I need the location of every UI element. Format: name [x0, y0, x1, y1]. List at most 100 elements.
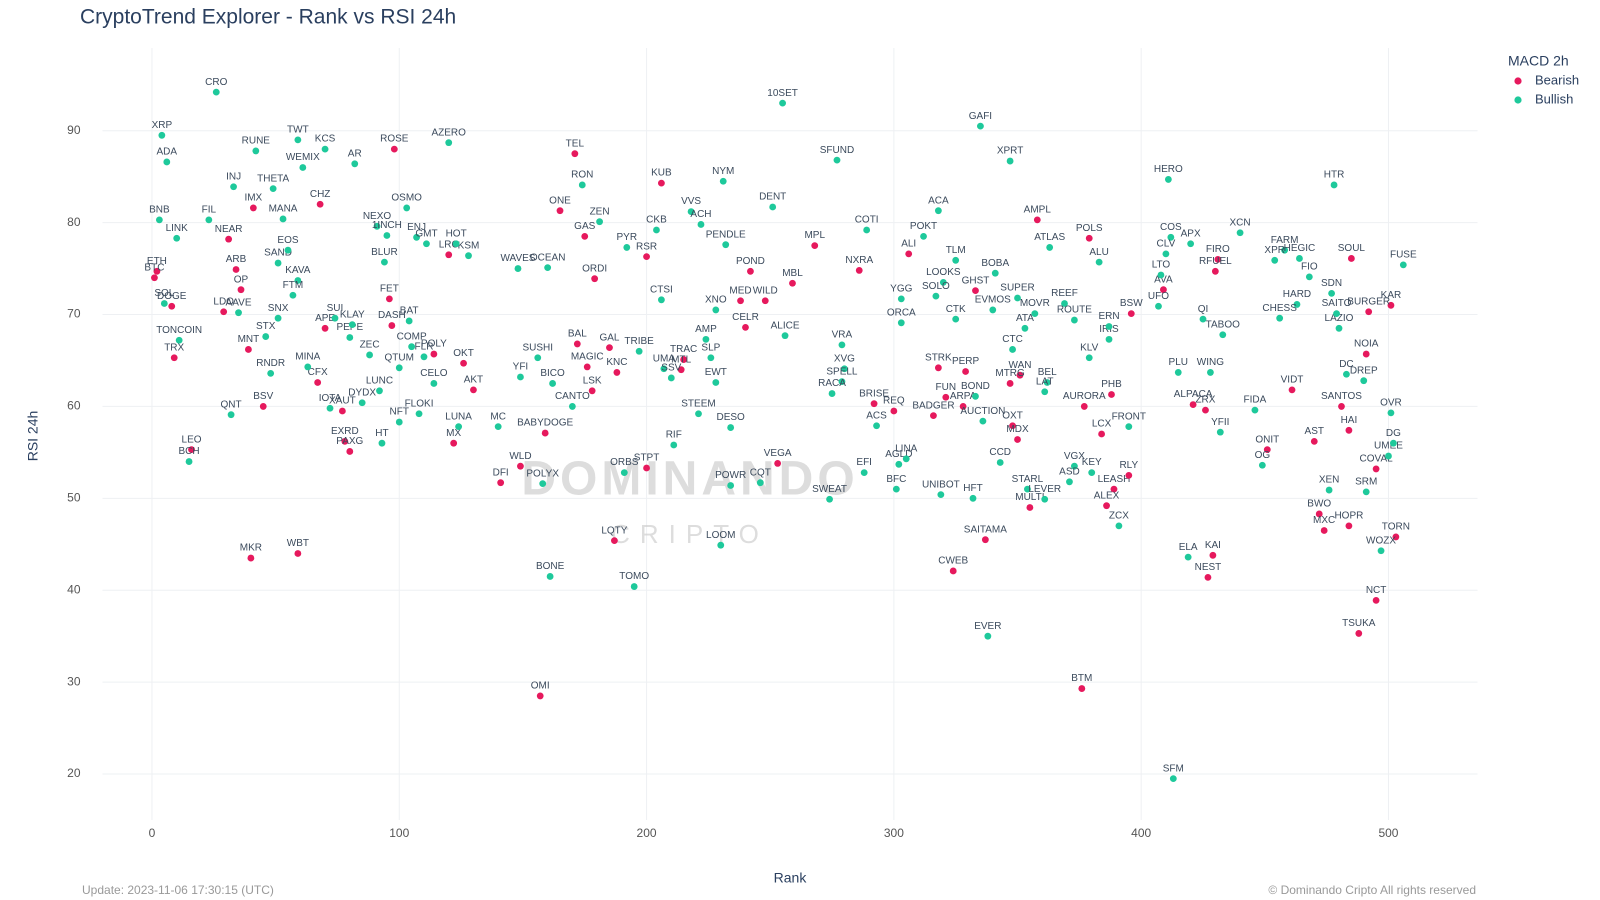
- point: [737, 297, 744, 305]
- point-label: MBL: [782, 268, 803, 279]
- point-label: RACA: [818, 378, 846, 389]
- point-label: CRO: [205, 77, 227, 88]
- point-label: KNC: [606, 357, 627, 368]
- point-label: FUN: [936, 382, 957, 393]
- point-label: DFI: [493, 467, 509, 478]
- point: [351, 160, 359, 168]
- point: [1288, 386, 1296, 394]
- point: [517, 373, 524, 381]
- point: [366, 351, 373, 359]
- point: [262, 333, 270, 340]
- point: [1085, 354, 1093, 362]
- point: [536, 692, 544, 700]
- point-label: XCN: [1230, 217, 1251, 228]
- point-label: OP: [234, 274, 249, 285]
- point: [722, 241, 730, 249]
- point-label: TOMO: [619, 571, 649, 582]
- point-label: STEEM: [681, 398, 715, 409]
- point-label: YFI: [513, 362, 529, 373]
- point-label: BRISE: [859, 388, 889, 399]
- point: [1098, 430, 1106, 438]
- point-label: SRM: [1355, 477, 1377, 488]
- point: [952, 256, 960, 264]
- point: [395, 418, 403, 426]
- point-label: WILD: [753, 285, 778, 296]
- point: [920, 233, 927, 240]
- point: [235, 309, 242, 317]
- point-label: ORCA: [887, 307, 916, 318]
- y-tick-label: 80: [67, 215, 81, 229]
- point-label: MAGIC: [571, 352, 604, 363]
- point-label: SFM: [1163, 763, 1184, 774]
- point-label: ETH: [147, 256, 167, 267]
- point: [413, 233, 420, 241]
- point-label: LAT: [1036, 376, 1054, 387]
- point-label: HAI: [1341, 415, 1358, 426]
- point-label: LINA: [895, 443, 918, 454]
- y-tick-label: 20: [67, 766, 81, 780]
- point: [1305, 273, 1313, 281]
- point: [981, 536, 989, 544]
- point-label: MKR: [240, 543, 262, 554]
- point-label: MOVR: [1020, 298, 1050, 309]
- point-label: INJ: [226, 171, 241, 182]
- point: [1167, 233, 1175, 241]
- point: [873, 422, 880, 430]
- point-label: MDX: [1006, 424, 1029, 435]
- point-label: RON: [571, 170, 593, 181]
- point: [385, 295, 393, 303]
- point: [677, 366, 685, 374]
- point: [892, 485, 900, 493]
- point-label: SUPER: [1000, 283, 1034, 294]
- point-label: CWEB: [938, 556, 968, 567]
- point: [415, 410, 423, 418]
- point-label: VIDT: [1281, 375, 1304, 386]
- point: [1164, 176, 1172, 183]
- point: [623, 244, 631, 251]
- y-tick-label: 50: [67, 491, 81, 505]
- point-label: FLR: [415, 341, 434, 352]
- point: [455, 423, 463, 431]
- point-label: NOIA: [1354, 339, 1379, 350]
- point: [1184, 553, 1192, 561]
- point-label: ATLAS: [1034, 232, 1065, 243]
- point: [1362, 488, 1370, 496]
- point-label: MPL: [804, 230, 825, 241]
- point-label: PHB: [1101, 379, 1122, 390]
- point-label: CANTO: [555, 391, 590, 402]
- point: [497, 479, 505, 487]
- point-label: SFUND: [820, 145, 854, 156]
- point: [1162, 250, 1170, 258]
- point-label: AZERO: [431, 127, 466, 138]
- point: [1061, 300, 1068, 307]
- point: [895, 460, 903, 468]
- point: [658, 179, 665, 187]
- point: [1088, 469, 1096, 476]
- point-label: LUNA: [445, 411, 472, 422]
- point-label: SAITO: [1322, 298, 1352, 309]
- point-label: MXC: [1313, 515, 1335, 526]
- point: [897, 295, 905, 303]
- point: [252, 147, 260, 155]
- point: [1372, 596, 1380, 604]
- point: [1325, 486, 1333, 494]
- point-label: REQ: [883, 396, 905, 407]
- point-label: RNDR: [256, 358, 285, 369]
- point-label: XRP: [152, 120, 173, 131]
- point-label: FARM: [1271, 235, 1299, 246]
- point-label: SUI: [327, 303, 344, 314]
- point-label: XAUT: [329, 396, 356, 407]
- point: [1006, 157, 1014, 165]
- update-note: Update: 2023-11-06 17:30:15 (UTC): [82, 883, 274, 897]
- point-label: ALPACA: [1174, 389, 1213, 400]
- point-label: AMP: [695, 324, 717, 335]
- point-label: UMA: [653, 353, 676, 364]
- point-label: CTSI: [650, 284, 673, 295]
- point-label: GAS: [574, 221, 595, 232]
- point: [1276, 314, 1284, 322]
- point-label: OMI: [531, 681, 550, 692]
- point-label: UNIBOT: [922, 479, 960, 490]
- watermark-title: DOMINANDO: [521, 453, 858, 506]
- point-label: RIF: [666, 430, 682, 441]
- point: [897, 319, 905, 327]
